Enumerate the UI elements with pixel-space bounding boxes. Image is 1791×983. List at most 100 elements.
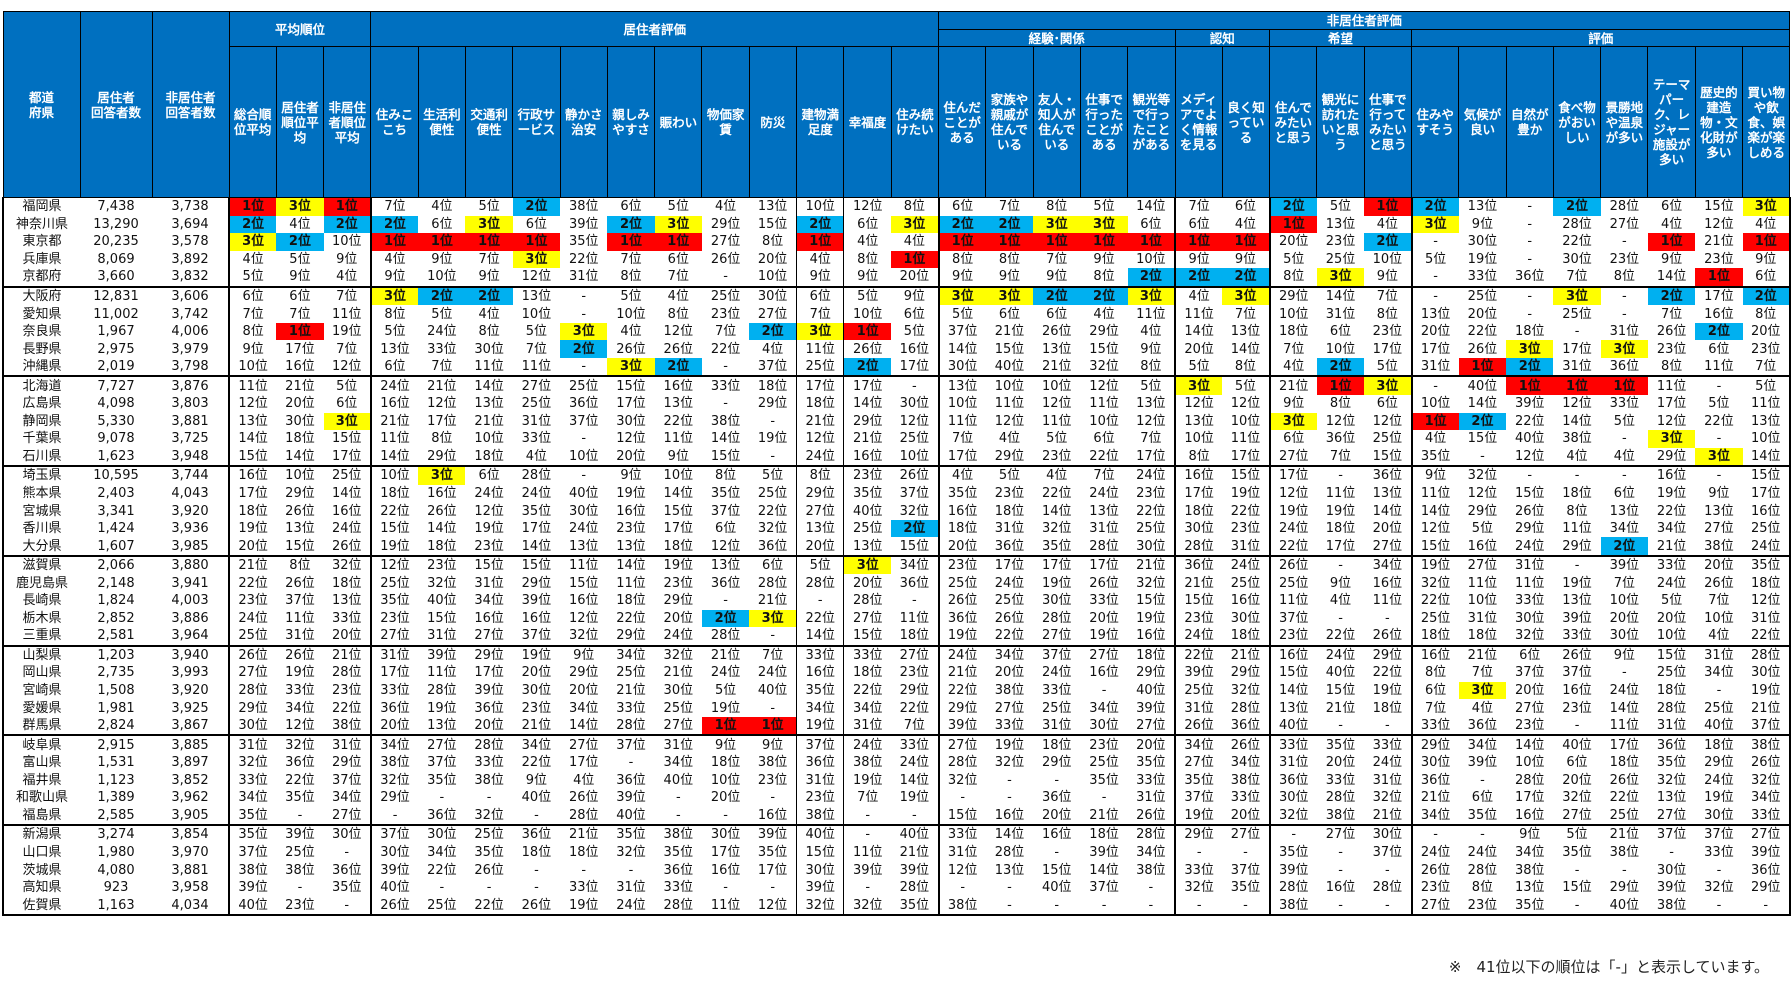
rank-cell: 36位 — [710, 575, 741, 591]
rank-cell: 9位 — [1471, 216, 1494, 232]
rank-cell: 3位 — [891, 215, 939, 234]
rank-cell: 37位 — [285, 593, 315, 609]
rank-cell: - — [985, 896, 1034, 916]
table-row: 東京都 20,235 3,578 3位 2位 10位 1位 1位 1位 1位 35位 1位 1位 27位 8… — [2, 233, 1791, 251]
rank-cell: 33位 — [994, 718, 1025, 734]
rank-cell: 40位 — [1600, 896, 1648, 916]
rank-cell: 25位 — [369, 574, 419, 593]
rank-cell: 28位 — [227, 681, 277, 700]
rank-cell: 38位 — [1609, 844, 1640, 860]
rank-cell: 39位 — [1562, 610, 1592, 626]
rank-cell: 31位 — [796, 771, 844, 790]
rank-cell: 30位 — [474, 341, 504, 357]
rank-cell: 23位 — [710, 306, 741, 322]
rank-cell: 3位 — [1316, 268, 1365, 287]
rank-cell: 26位 — [1042, 324, 1072, 340]
rank-cell: 15位 — [937, 806, 986, 826]
rank-cell: 3位 — [654, 215, 702, 234]
rank-cell: 39位 — [616, 790, 646, 806]
rank-cell: 33位 — [568, 880, 599, 896]
rank-cell: 7位 — [1046, 251, 1068, 267]
nonresident-respondent-count: 3,832 — [171, 269, 209, 285]
rank-cell: 20位 — [1467, 306, 1498, 322]
table-row: 和歌山県 1,389 3,962 34位 35位 34位 29位 - -40位 26位 39位 -20… — [2, 789, 1791, 807]
rank-cell: 24位 — [227, 609, 277, 628]
rank-cell: 18位 — [1656, 683, 1687, 699]
rank-cell: 10位 — [369, 465, 419, 485]
rank-cell: 8位 — [1613, 269, 1635, 285]
rank-cell: - — [1127, 896, 1176, 916]
rank-cell: 4位 — [1410, 430, 1459, 448]
rank-cell: 33位 — [1742, 806, 1791, 826]
rank-cell: 32位 — [1562, 790, 1592, 806]
rank-cell: 4位 — [714, 199, 737, 215]
prefecture-name: 山梨県 — [2, 644, 80, 665]
rank-cell: 39位 — [227, 878, 277, 897]
rank-cell: 14位 — [465, 375, 513, 396]
rank-cell: 7位 — [1660, 306, 1683, 322]
rank-cell: 7位 — [796, 305, 844, 323]
rank-cell: 34位 — [474, 593, 504, 609]
rank-cell: 19位 — [285, 665, 315, 681]
rank-cell: 23位 — [418, 554, 466, 575]
rank-cell: 20位 — [1514, 683, 1545, 699]
rank-cell: 30位 — [1136, 538, 1166, 554]
resident-respondent-count: 7,727 — [80, 375, 152, 396]
rank-cell: 27位 — [757, 306, 788, 322]
rank-cell: 15位 — [427, 610, 457, 626]
rank-cell: 40位 — [427, 593, 457, 609]
rank-cell: 25位 — [1268, 574, 1317, 593]
resident-respondent-count: 1,607 — [97, 538, 135, 554]
rank-cell: 22位 — [1230, 503, 1261, 519]
nonresident-respondent-count: 3,941 — [171, 575, 209, 591]
rank-cell: - — [581, 359, 587, 375]
column-header: 住み続けたい — [890, 46, 940, 198]
rank-cell: 27位 — [1656, 807, 1687, 823]
rank-cell: 28位 — [1089, 538, 1119, 554]
rank-cell: 7位 — [714, 324, 737, 340]
rank-cell: - — [723, 880, 728, 896]
rank-cell: 17位 — [1600, 734, 1648, 754]
rank-cell: - — [770, 413, 776, 429]
rank-cell: 26位 — [1372, 628, 1403, 644]
rank-cell: 17位 — [710, 844, 741, 860]
rank-cell: 28位 — [1514, 772, 1545, 788]
rank-cell: 2位 — [796, 215, 844, 234]
rank-cell: 32位 — [757, 521, 788, 537]
rank-cell: 31位 — [568, 269, 599, 285]
rank-cell: 26位 — [1553, 644, 1601, 665]
resident-respondent-count: 1,824 — [97, 593, 135, 609]
rank-cell: 1位 — [1364, 197, 1412, 216]
rank-cell: 28位 — [796, 574, 844, 593]
rank-cell: 18位 — [568, 844, 599, 860]
rank-cell: 8位 — [701, 465, 750, 485]
rank-cell: 5位 — [289, 251, 311, 267]
prefecture-name: 兵庫県 — [2, 250, 80, 269]
rank-cell: 2位 — [323, 215, 371, 234]
rank-cell: 2位 — [1600, 537, 1648, 556]
rank-cell: 31位 — [654, 734, 702, 754]
rank-cell: 24位 — [1268, 519, 1317, 538]
rank-cell: 39位 — [1268, 861, 1317, 879]
resident-respondent-count: 3,341 — [97, 503, 135, 519]
rank-cell: 21位 — [663, 665, 694, 681]
rank-cell: 25位 — [1230, 575, 1261, 591]
rank-cell: 3位 — [1174, 375, 1223, 396]
rank-cell: 16位 — [1174, 465, 1223, 485]
rank-cell: 15位 — [1136, 593, 1166, 609]
rank-cell: 31位 — [1372, 772, 1403, 788]
nonresident-respondent-count: 3,948 — [171, 448, 209, 464]
rank-cell: 16位 — [1230, 593, 1261, 609]
rank-cell: 9位 — [525, 772, 548, 788]
rank-cell: 20位 — [994, 665, 1025, 681]
nonresident-respondent-count: 3,725 — [171, 431, 209, 447]
rank-cell: 6位 — [903, 306, 925, 322]
rank-cell: 30位 — [1410, 753, 1459, 772]
rank-cell: 10位 — [1742, 430, 1791, 448]
rank-cell: 7位 — [323, 285, 371, 306]
rank-cell: 6位 — [714, 521, 737, 537]
prefecture-name: 宮城県 — [2, 502, 80, 520]
prefecture-name: 群馬県 — [2, 716, 80, 736]
rank-cell: 10位 — [1268, 305, 1317, 323]
rank-cell: 15位 — [1268, 664, 1317, 682]
